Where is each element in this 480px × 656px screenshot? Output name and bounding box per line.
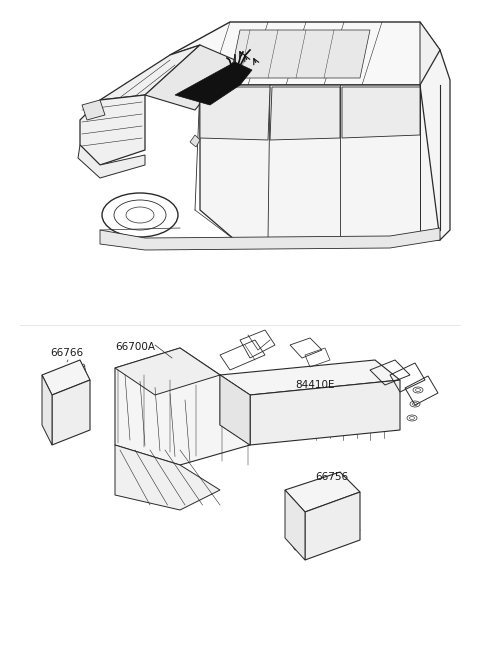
Polygon shape [42,375,52,445]
Polygon shape [145,45,235,110]
Polygon shape [420,22,440,85]
Polygon shape [100,45,200,100]
Polygon shape [80,95,145,165]
Text: 66766: 66766 [50,348,83,358]
Text: 84410E: 84410E [295,380,335,390]
Polygon shape [78,145,145,178]
Polygon shape [285,490,305,560]
Polygon shape [270,87,340,140]
Polygon shape [170,22,440,85]
Polygon shape [190,135,200,147]
Polygon shape [220,375,250,445]
Polygon shape [115,348,250,465]
Polygon shape [52,380,90,445]
Polygon shape [305,492,360,560]
Polygon shape [220,375,250,445]
Polygon shape [220,360,400,395]
Text: 66700A: 66700A [115,342,155,352]
Polygon shape [200,85,440,240]
Polygon shape [100,228,440,250]
Polygon shape [290,522,360,550]
Polygon shape [420,50,450,240]
Text: 66756: 66756 [315,472,348,482]
Polygon shape [200,87,270,140]
Polygon shape [115,445,220,510]
Polygon shape [170,45,230,85]
Polygon shape [115,348,220,395]
Polygon shape [82,100,105,120]
Polygon shape [285,472,360,512]
Polygon shape [42,360,90,395]
Polygon shape [250,380,400,445]
Polygon shape [230,30,370,78]
Polygon shape [175,62,252,105]
Polygon shape [342,87,420,138]
